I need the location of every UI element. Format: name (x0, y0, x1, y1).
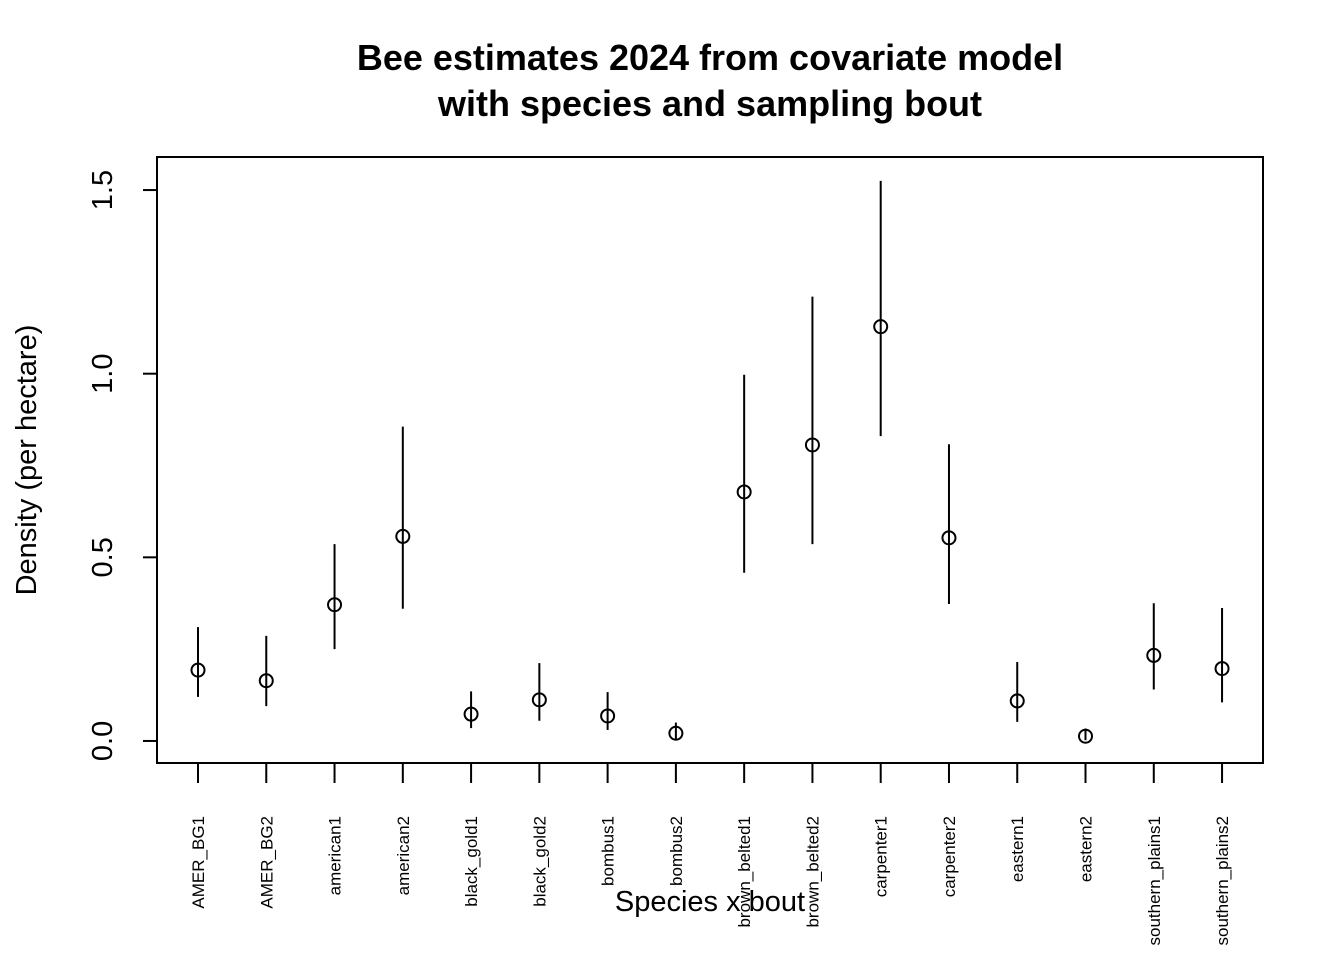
data-point (395, 528, 411, 544)
data-marks (190, 180, 1230, 744)
data-point (1146, 647, 1162, 663)
data-point (736, 484, 752, 500)
x-tick-label: carpenter1 (872, 816, 891, 897)
x-tick-label: carpenter2 (940, 816, 959, 897)
plot-frame (156, 156, 1264, 764)
chart-title-line-1: Bee estimates 2024 from covariate model (357, 37, 1063, 78)
x-tick-label: AMER_BG1 (189, 816, 208, 909)
x-tick-label: american1 (326, 816, 345, 895)
x-tick-label: brown_belted2 (803, 816, 822, 928)
data-point (804, 437, 820, 453)
x-tick-label: black_gold1 (462, 816, 481, 907)
x-axis-label: Species x bout (615, 886, 805, 918)
data-point (531, 692, 547, 708)
data-point (941, 530, 957, 546)
data-point (190, 662, 206, 678)
data-point (1009, 693, 1025, 709)
x-tick-label: eastern1 (1008, 816, 1027, 882)
x-tick-label: southern_plains2 (1213, 816, 1232, 945)
data-point (258, 673, 274, 689)
x-tick-label: american2 (394, 816, 413, 895)
data-point (327, 597, 343, 613)
x-tick-label: southern_plains1 (1145, 816, 1164, 945)
x-tick-label: bombus2 (667, 816, 686, 886)
data-point (1214, 661, 1230, 677)
x-tick-label: brown_belted1 (735, 816, 754, 928)
y-axis: 0.0 0.5 1.0 1.5 (87, 170, 157, 761)
y-tick-label: 0.0 (87, 721, 119, 761)
y-axis-label: Density (per hectare) (11, 325, 43, 596)
data-point (1078, 728, 1094, 744)
y-tick-label: 1.5 (87, 170, 119, 210)
x-tick-label: eastern2 (1077, 816, 1096, 882)
chart-title-line-2: with species and sampling bout (437, 83, 982, 124)
x-axis: AMER_BG1 AMER_BG2 american1 american2 black_… (189, 763, 1232, 945)
data-point (600, 708, 616, 724)
data-point (668, 725, 684, 741)
y-tick-label: 1.0 (87, 354, 119, 394)
data-point (463, 706, 479, 722)
x-tick-label: black_gold2 (530, 816, 549, 907)
x-tick-label: bombus1 (599, 816, 618, 886)
y-tick-label: 0.5 (87, 537, 119, 577)
data-point (873, 319, 889, 335)
x-tick-label: AMER_BG2 (257, 816, 276, 909)
